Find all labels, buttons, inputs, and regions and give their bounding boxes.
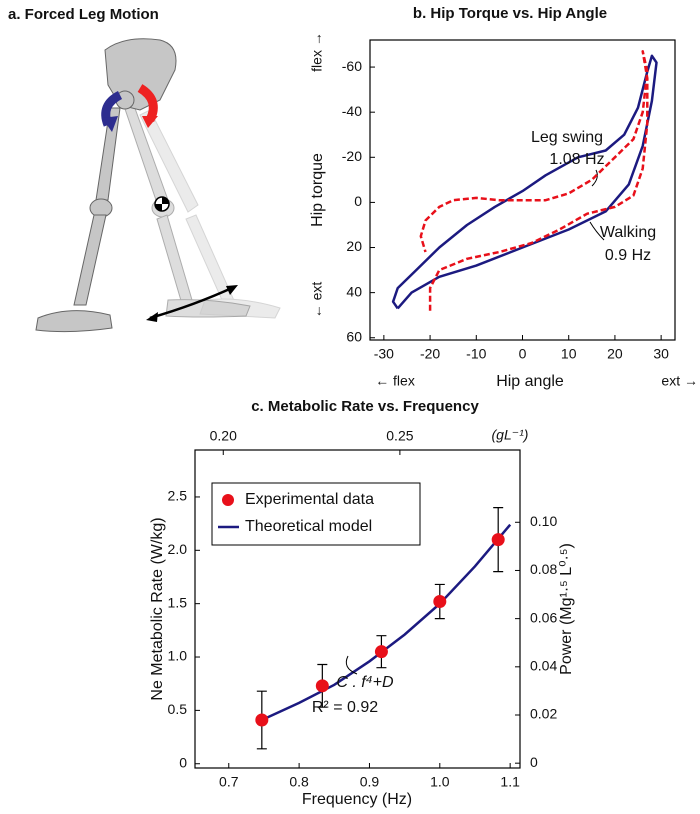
x-tick-label: 0.7: [219, 774, 239, 790]
x-tick-label: -20: [420, 346, 440, 362]
y2-tick-label: 0.10: [530, 513, 557, 529]
data-point: [255, 713, 269, 727]
annotation-pointer: [345, 655, 358, 675]
data-point: [374, 645, 388, 659]
y-tick-label: 0.5: [168, 701, 188, 717]
annotation: R² = 0.92: [312, 699, 378, 716]
legend-label: Experimental data: [245, 491, 374, 508]
x-tick-label: -30: [374, 346, 394, 362]
data-point: [491, 533, 505, 547]
x-direction-label: ext →: [661, 373, 698, 389]
legend-box: [211, 482, 421, 546]
x-tick-label: 30: [653, 346, 669, 362]
y2-tick-label: 0: [530, 754, 538, 770]
y2-tick-label: 0.02: [530, 706, 557, 722]
x-tick-label: 1.1: [500, 774, 520, 790]
series-line: [419, 50, 649, 311]
y-tick-label: 2.0: [168, 541, 188, 557]
x-tick-label: 0: [519, 346, 527, 362]
x-tick-label: 0.8: [289, 774, 309, 790]
y2-tick-label: 0.08: [530, 561, 557, 577]
series-line: [391, 54, 658, 310]
x-tick-label: 0.9: [360, 774, 380, 790]
x2-tick-label: 0.20: [210, 428, 237, 444]
panel-a-title: a. Forced Leg Motion: [8, 6, 159, 23]
data-point: [433, 595, 447, 609]
x-tick-label: -10: [466, 346, 486, 362]
x-axis-label: Hip angle: [496, 373, 564, 390]
model-curve: [261, 523, 512, 722]
y-direction-label: ← ext: [309, 282, 325, 319]
chart-title: b. Hip Torque vs. Hip Angle: [413, 5, 607, 22]
y-tick-label: 40: [346, 283, 362, 299]
y-tick-label: -40: [342, 103, 362, 119]
legend-label: Theoretical model: [245, 518, 372, 535]
data-point: [315, 679, 329, 693]
chart-title: c. Metabolic Rate vs. Frequency: [251, 398, 479, 415]
y-tick-label: 1.5: [168, 594, 188, 610]
series-label: Walking: [600, 224, 656, 241]
x2-tick-label: 0.25: [386, 428, 413, 444]
label-pointer: [591, 169, 598, 187]
y-tick-label: 60: [346, 328, 362, 344]
y2-tick-label: 0.04: [530, 658, 557, 674]
x-tick-label: 20: [607, 346, 623, 362]
y-axis-label: Hip torque: [309, 153, 326, 227]
x-tick-label: 10: [561, 346, 577, 362]
x-tick-label: 1.0: [430, 774, 450, 790]
x-axis-label: Frequency (Hz): [302, 791, 412, 808]
x-direction-label: ← flex: [375, 373, 415, 389]
y-tick-label: 0: [179, 754, 187, 770]
y-tick-label: 20: [346, 238, 362, 254]
series-frequency: 0.9 Hz: [605, 247, 651, 264]
plot-frame: [194, 449, 521, 769]
y-direction-label: flex →: [309, 32, 325, 72]
x2-axis-label: (gL⁻¹): [492, 427, 529, 443]
annotation: C . f⁴+D: [336, 674, 394, 691]
legend-marker: [222, 494, 234, 506]
leg-illustration: [35, 38, 281, 333]
y-tick-label: 1.0: [168, 648, 188, 664]
label-pointer: [589, 221, 605, 241]
series-frequency: 1.08 Hz: [549, 151, 604, 168]
y-tick-label: -60: [342, 58, 362, 74]
y2-axis-label: Power (Mg¹·⁵ L⁰·⁵): [558, 543, 575, 675]
y-tick-label: 2.5: [168, 488, 188, 504]
y-tick-label: -20: [342, 148, 362, 164]
y-axis-label: Ne Metabolic Rate (W/kg): [149, 517, 166, 700]
y2-tick-label: 0.06: [530, 609, 557, 625]
y-tick-label: 0: [354, 193, 362, 209]
series-label: Leg swing: [531, 129, 603, 146]
